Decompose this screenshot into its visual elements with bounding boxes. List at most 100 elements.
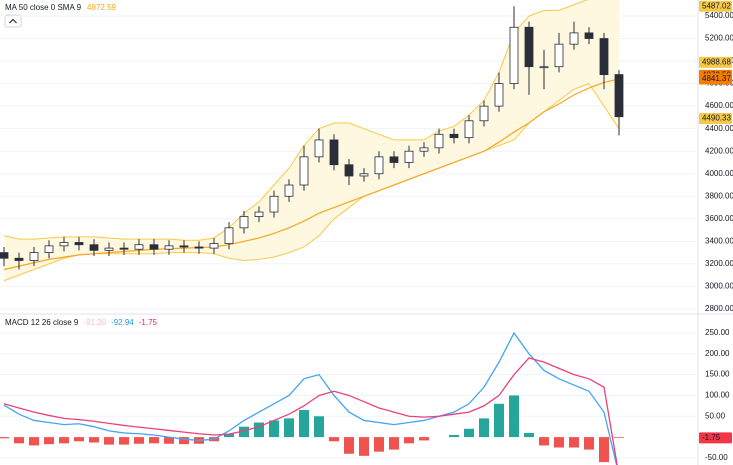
band-fill	[4, 0, 619, 281]
legend-text: MACD 12 26 close 9	[5, 318, 79, 327]
y-tick-label: 50.00	[705, 411, 726, 420]
macd-line	[3, 331, 618, 465]
histogram-bar	[0, 437, 9, 439]
histogram-bar	[179, 437, 189, 445]
candle-body	[89, 244, 99, 251]
candle-body	[119, 247, 129, 250]
candle-body	[524, 26, 534, 68]
candle-body	[614, 74, 624, 118]
legend-text: MA 50 close 0 SMA 9	[5, 3, 82, 12]
candle-body	[74, 242, 84, 246]
y-tick-label: 100.00	[705, 391, 730, 400]
histogram-bar	[299, 410, 309, 438]
candle-body	[0, 252, 9, 259]
histogram-bar	[149, 437, 159, 444]
legend-value: -92.94	[111, 318, 134, 327]
candle-body	[224, 227, 234, 244]
histogram-bar	[419, 437, 429, 441]
y-tick-label: 5400.00	[705, 11, 733, 20]
candle-body	[209, 243, 219, 249]
price-label-box	[699, 432, 732, 444]
histogram-bar	[254, 422, 264, 438]
histogram-bar	[314, 416, 324, 438]
y-tick-label: 2800.00	[705, 304, 733, 313]
y-tick-label: 3600.00	[705, 214, 733, 223]
histogram-bar	[239, 426, 249, 438]
histogram-bar	[104, 437, 114, 445]
candle-body	[389, 156, 399, 163]
histogram-bar	[344, 437, 354, 454]
y-tick-label: 3000.00	[705, 282, 733, 291]
candle-body	[299, 156, 309, 186]
candle-body	[374, 156, 384, 175]
histogram-bar	[164, 437, 174, 444]
candle-body	[479, 105, 489, 122]
histogram-bar	[359, 437, 369, 456]
candle-body	[239, 216, 249, 229]
band-lower	[3, 82, 620, 282]
histogram-bar	[494, 403, 504, 438]
candle-body	[554, 43, 564, 68]
candle-body	[599, 38, 609, 75]
candle-body	[329, 139, 339, 166]
histogram-bar	[74, 437, 84, 442]
histogram-bar	[389, 437, 399, 450]
histogram-bar	[89, 437, 99, 443]
y-tick-label: 250.00	[705, 328, 730, 337]
candle-body	[419, 147, 429, 152]
candle-body	[539, 66, 549, 69]
legend-value: 4872.59	[87, 3, 116, 12]
candle-body	[569, 32, 579, 45]
price-label: -1.75	[702, 433, 721, 442]
candle-body	[254, 211, 264, 217]
histogram-bar	[119, 437, 129, 445]
candle-body	[134, 244, 144, 250]
candle-body	[194, 246, 204, 249]
candle-body	[434, 133, 444, 149]
histogram-bar	[449, 435, 459, 438]
y-tick-label: 3400.00	[705, 236, 733, 245]
histogram-bar	[29, 437, 39, 446]
candle-body	[359, 173, 369, 177]
collapse-button[interactable]	[4, 14, 22, 28]
candle-body	[29, 252, 39, 261]
candle-body	[449, 133, 459, 139]
price-label: 4490.33	[702, 114, 731, 123]
legend-label: MACD 12 26 close 9 -91.20 -92.94 -1.75	[5, 318, 158, 327]
histogram-bar	[374, 437, 384, 452]
y-tick-label: 3800.00	[705, 191, 733, 200]
histogram-bar	[224, 433, 234, 438]
histogram-bar	[479, 418, 489, 438]
price-label: 5487.02	[702, 1, 731, 10]
price-label: 4988.68	[702, 57, 731, 66]
y-tick-label: 200.00	[705, 349, 730, 358]
price-label-box	[699, 112, 732, 124]
y-tick-label: 150.00	[705, 370, 730, 379]
candle-body	[404, 150, 414, 163]
histogram-bar	[284, 418, 294, 438]
candle-body	[344, 164, 354, 177]
candle-body	[464, 120, 474, 139]
histogram-bar	[614, 437, 624, 438]
histogram-bar	[584, 437, 594, 450]
histogram-bar	[59, 437, 69, 444]
y-tick-label: 4600.00	[705, 101, 733, 110]
histogram-bar	[509, 395, 519, 438]
histogram-bar	[14, 437, 24, 444]
y-tick-label: 4200.00	[705, 146, 733, 155]
candle-body	[164, 245, 174, 250]
histogram-bar	[554, 437, 564, 448]
histogram-bar	[269, 420, 279, 438]
candle-body	[584, 32, 594, 39]
candle-body	[179, 245, 189, 248]
candle-body	[494, 83, 504, 107]
collapse-icon	[9, 18, 17, 24]
candle-body	[14, 257, 24, 261]
histogram-bar	[404, 437, 414, 444]
macd-line	[3, 357, 618, 465]
candle-body	[104, 247, 114, 251]
y-tick-label: 4400.00	[705, 124, 733, 133]
y-tick-label: -50.00	[705, 453, 728, 462]
histogram-bar	[524, 432, 534, 438]
price-label-box	[699, 0, 732, 12]
